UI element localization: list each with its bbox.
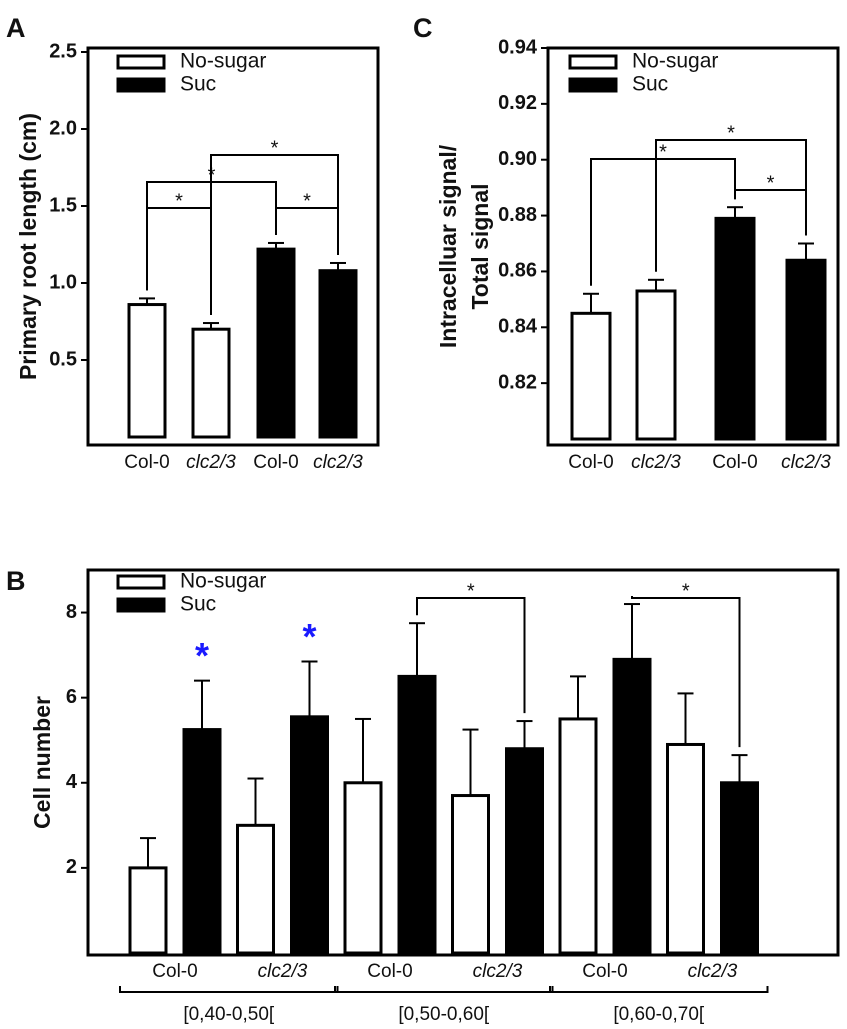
bar <box>236 823 275 955</box>
legend-label: Suc <box>632 73 668 96</box>
x-tick-label: clc2/3 <box>313 452 363 473</box>
group-bracket <box>334 986 554 993</box>
significance-star: * <box>767 172 775 194</box>
bar <box>714 216 756 441</box>
significance-star: * <box>727 122 735 144</box>
group-label: [0,50-0,60[ <box>398 1004 490 1025</box>
bar <box>570 311 612 441</box>
y-tick-label: 1.5 <box>49 194 77 216</box>
y-tick-label: 0.94 <box>498 36 538 58</box>
y-tick-label: 2.0 <box>49 117 77 139</box>
y-axis-label: Intracelluar signal/ <box>435 144 461 348</box>
y-axis-label: Primary root length (cm) <box>15 113 41 380</box>
legend-swatch <box>568 77 618 93</box>
y-tick-label: 0.5 <box>49 348 77 370</box>
bar <box>558 717 598 955</box>
bar <box>127 303 167 439</box>
plot-frame <box>86 568 840 957</box>
bar <box>635 289 677 441</box>
group-label: [0,40-0,50[ <box>183 1004 275 1025</box>
y-tick-label: 0.84 <box>498 316 538 338</box>
significance-bracket <box>416 597 526 714</box>
panel-letter: A <box>6 13 26 43</box>
significance-bracket <box>146 207 212 316</box>
bar <box>290 715 329 955</box>
y-tick-label: 2.5 <box>49 40 77 62</box>
bar <box>612 657 652 955</box>
x-tick-label: clc2/3 <box>781 452 831 473</box>
panel-letter: C <box>413 13 433 43</box>
y-tick-label: 1.0 <box>49 271 77 293</box>
group-label: [0,60-0,70[ <box>613 1004 705 1025</box>
x-tick-label: Col-0 <box>568 452 613 473</box>
bar <box>666 742 705 955</box>
bar <box>505 747 544 955</box>
legend-label: No-sugar <box>180 570 266 593</box>
bar <box>397 674 437 955</box>
x-tick-label: Col-0 <box>124 452 169 473</box>
legend-swatch <box>116 54 166 70</box>
significance-star: * <box>175 190 183 212</box>
group-bracket <box>119 986 339 993</box>
x-tick-label: Col-0 <box>712 452 757 473</box>
bar <box>451 794 490 955</box>
legend-label: No-sugar <box>180 50 266 73</box>
significance-star: * <box>659 141 667 163</box>
significance-star: * <box>195 635 209 676</box>
bar <box>128 866 168 955</box>
legend-label: No-sugar <box>632 50 718 73</box>
x-tick-label: clc2/3 <box>631 452 681 473</box>
y-tick-label: 0.82 <box>498 371 537 393</box>
plot-frame <box>86 46 380 447</box>
bar <box>182 728 222 955</box>
bar <box>343 781 383 955</box>
x-tick-label: Col-0 <box>152 961 197 982</box>
group-bracket <box>549 986 769 993</box>
bar <box>720 781 759 955</box>
x-tick-label: Col-0 <box>253 452 298 473</box>
x-tick-label: clc2/3 <box>688 961 738 982</box>
significance-star: * <box>271 137 279 159</box>
significance-bracket <box>210 154 339 316</box>
bar <box>785 258 827 441</box>
x-tick-label: clc2/3 <box>258 961 308 982</box>
plot-frame <box>546 46 840 447</box>
x-tick-label: clc2/3 <box>186 452 236 473</box>
significance-star: * <box>467 580 475 602</box>
x-tick-label: Col-0 <box>582 961 627 982</box>
y-tick-label: 0.92 <box>498 92 537 114</box>
legend-label: Suc <box>180 73 216 96</box>
bar <box>191 327 231 439</box>
y-axis-label: Cell number <box>29 696 55 829</box>
y-tick-label: 6 <box>66 686 77 708</box>
significance-star: * <box>303 190 311 212</box>
x-tick-label: Col-0 <box>367 961 412 982</box>
legend-swatch <box>116 597 166 613</box>
bar <box>256 247 296 439</box>
legend-label: Suc <box>180 593 216 616</box>
significance-star: * <box>682 580 690 602</box>
y-axis-label: Total signal <box>467 183 493 309</box>
significance-star: * <box>302 616 316 657</box>
legend-swatch <box>116 77 166 93</box>
significance-bracket <box>590 158 736 286</box>
bar <box>318 269 358 439</box>
y-tick-label: 8 <box>66 601 77 623</box>
x-tick-label: clc2/3 <box>473 961 523 982</box>
y-tick-label: 0.90 <box>498 148 537 170</box>
significance-bracket <box>631 596 741 748</box>
legend-swatch <box>116 574 166 590</box>
panel-letter: B <box>6 566 26 596</box>
significance-bracket <box>655 139 807 272</box>
y-tick-label: 2 <box>66 856 77 878</box>
y-tick-label: 0.86 <box>498 260 537 282</box>
legend-swatch <box>568 54 618 70</box>
y-tick-label: 0.88 <box>498 204 537 226</box>
y-tick-label: 4 <box>66 771 78 793</box>
